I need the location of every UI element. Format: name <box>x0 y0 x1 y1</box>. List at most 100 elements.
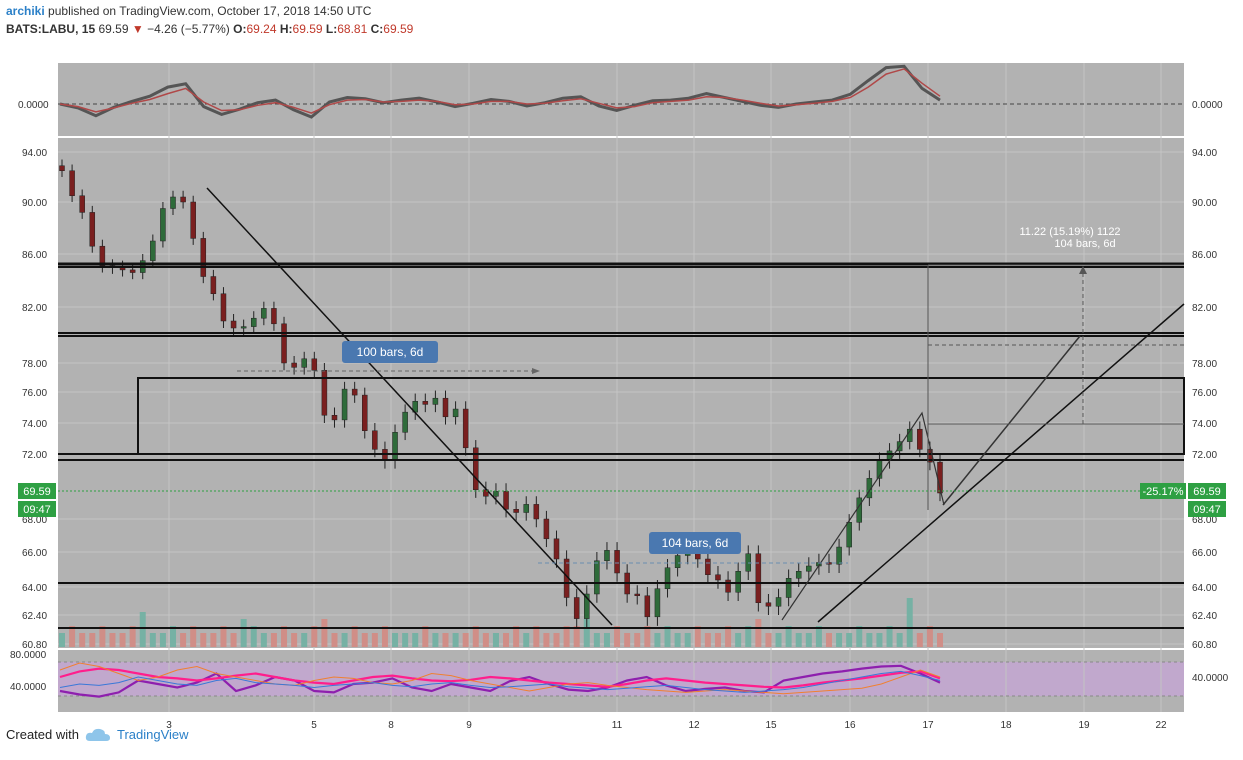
volume-bar <box>644 626 651 647</box>
volume-bar <box>462 633 469 647</box>
close-value: 69.59 <box>383 22 414 36</box>
volume-bar <box>149 633 156 647</box>
candle <box>634 593 640 596</box>
candle <box>281 323 287 364</box>
measure-tool[interactable] <box>927 264 1184 510</box>
volume-bar <box>654 633 661 647</box>
volume-bar <box>755 619 762 647</box>
x-tick-label: 3 <box>166 720 172 731</box>
volume-bar <box>916 633 923 647</box>
chart-canvas[interactable]: 0.0000 0.0000 11.22 (15.19%) 1122 104 ba… <box>0 40 1243 760</box>
y-tick-left: 68.00 <box>22 515 47 526</box>
y-tick-left: 78.00 <box>22 359 47 370</box>
candle <box>160 208 166 242</box>
volume-bar <box>170 626 177 647</box>
symbol-label[interactable]: BATS:LABU, 15 <box>6 22 96 36</box>
candle <box>372 430 378 450</box>
candle <box>533 504 540 520</box>
candle <box>351 388 358 396</box>
consolidation-box[interactable] <box>137 377 1185 455</box>
price-tag-left <box>18 483 56 499</box>
volume-bar <box>139 612 146 647</box>
volume-bar <box>684 633 691 647</box>
volume-bar <box>714 633 721 647</box>
y-tick-right: 62.40 <box>1192 611 1217 622</box>
candle <box>604 550 610 561</box>
osc-tick-right: 0.0000 <box>1192 100 1223 111</box>
candle <box>452 408 459 418</box>
candle <box>89 212 96 247</box>
volume-bar <box>472 626 479 647</box>
range-label-1[interactable]: 100 bars, 6d <box>342 341 438 363</box>
low-label: L: <box>325 22 338 36</box>
candle <box>200 238 207 277</box>
downtrend-line[interactable] <box>206 187 613 626</box>
volume-bar <box>533 626 540 647</box>
range-label-2[interactable]: 104 bars, 6d <box>649 532 741 554</box>
candle <box>170 196 176 209</box>
last-price: 69.59 <box>98 22 129 36</box>
candle <box>190 201 196 239</box>
volume-bar <box>392 633 399 647</box>
y-tick-right: 82.00 <box>1192 303 1217 314</box>
high-label: H: <box>279 22 293 36</box>
volume-bar <box>452 633 459 647</box>
published-text: published on TradingView.com, October 17… <box>48 4 372 18</box>
candle <box>664 567 671 589</box>
x-tick-label: 5 <box>311 720 317 731</box>
uptrend-line-upper[interactable] <box>942 335 1081 506</box>
volume-bar <box>341 633 348 647</box>
time-tag-right-text: 09:47 <box>1193 504 1221 516</box>
volume-bar <box>270 633 277 647</box>
change-value: −4.26 (−5.77%) <box>147 22 230 36</box>
volume-bar <box>553 633 560 647</box>
volume-bar <box>815 626 822 647</box>
open-label: O: <box>233 22 247 36</box>
y-tick-left: 64.00 <box>22 583 47 594</box>
candle <box>856 497 863 523</box>
tradingview-link[interactable]: TradingView <box>116 727 189 742</box>
y-tick-right: 78.00 <box>1192 359 1217 370</box>
candle <box>765 602 772 607</box>
candle <box>705 558 711 575</box>
candle <box>99 245 106 267</box>
support-resistance-lines[interactable] <box>58 262 1184 629</box>
volume-bar <box>331 633 338 647</box>
rsi-tick-40-right: 40.0000 <box>1192 673 1229 684</box>
author-link[interactable]: archiki <box>6 4 45 18</box>
y-tick-left: 86.00 <box>22 250 47 261</box>
candle <box>362 394 368 432</box>
candle <box>59 165 65 171</box>
volume-bar <box>694 626 701 647</box>
y-tick-left: 90.00 <box>22 198 47 209</box>
candle <box>150 240 156 261</box>
osc-series-line <box>59 68 941 114</box>
volume-bar <box>361 633 368 647</box>
y-tick-left: 62.40 <box>22 611 47 622</box>
volume-bar <box>492 633 499 647</box>
candle <box>180 196 186 203</box>
volume-bar <box>281 626 288 647</box>
candle <box>654 588 661 618</box>
volume-bar <box>593 633 600 647</box>
candle <box>553 538 560 560</box>
volume-bar <box>876 633 883 647</box>
candle <box>291 362 297 368</box>
x-tick-label: 11 <box>612 720 623 731</box>
volume-bar <box>513 626 520 647</box>
candle <box>331 415 338 421</box>
volume-bar <box>614 626 621 647</box>
rsi-series-line <box>59 662 941 695</box>
price-pane <box>58 138 1184 648</box>
volume-bar <box>583 619 590 647</box>
rally-channel[interactable] <box>781 411 945 621</box>
volume-bar <box>543 633 550 647</box>
y-tick-right: 66.00 <box>1192 548 1217 559</box>
uptrend-line-lower[interactable] <box>817 303 1185 623</box>
measure-sublabel: 104 bars, 6d <box>1054 238 1115 250</box>
x-tick-label: 17 <box>922 720 934 731</box>
tradingview-cloud-icon <box>85 728 110 741</box>
volume-bar <box>775 633 782 647</box>
volume-bar <box>89 633 96 647</box>
x-tick-label: 18 <box>1000 720 1012 731</box>
